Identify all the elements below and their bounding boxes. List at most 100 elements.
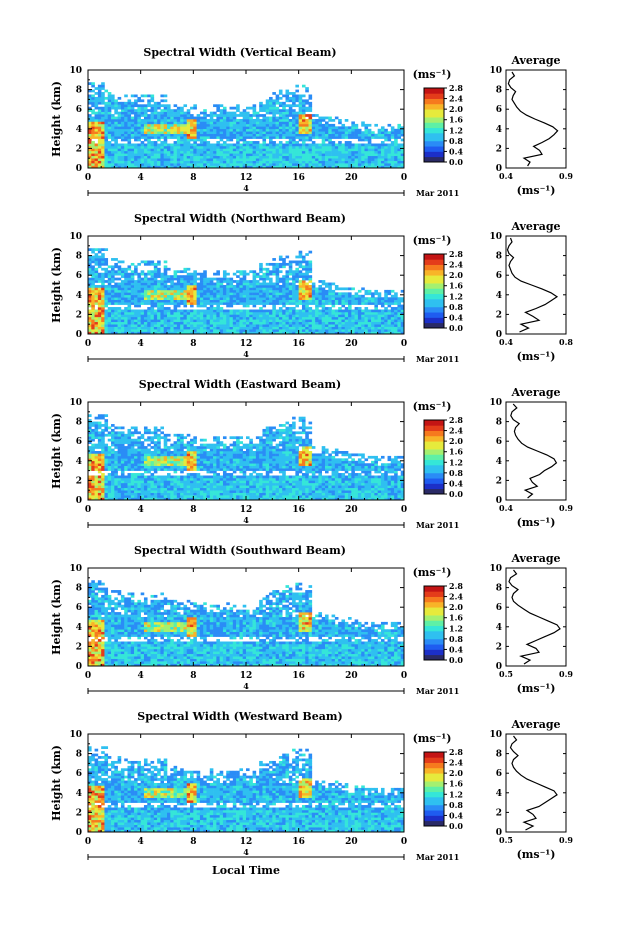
heatmap-cell bbox=[157, 136, 161, 139]
heatmap-cell bbox=[137, 280, 141, 283]
heatmap-cell bbox=[305, 297, 309, 300]
heatmap-cell bbox=[163, 289, 168, 293]
heatmap-cell bbox=[213, 294, 217, 298]
heatmap-cell bbox=[367, 292, 372, 296]
heatmap-cell bbox=[140, 280, 145, 283]
heatmap-cell bbox=[354, 150, 359, 154]
heatmap-cell bbox=[157, 160, 161, 164]
heatmap-cell bbox=[127, 123, 132, 127]
heatmap-cell bbox=[209, 287, 214, 291]
heatmap-cell bbox=[305, 324, 309, 327]
heatmap-cell bbox=[265, 292, 270, 296]
heatmap-cell bbox=[134, 163, 138, 166]
heatmap-cell bbox=[262, 143, 267, 147]
heatmap-cell bbox=[157, 104, 161, 108]
heatmap-cell bbox=[311, 282, 316, 286]
heatmap-cell bbox=[137, 302, 141, 305]
heatmap-cell bbox=[348, 321, 352, 325]
heatmap-cell bbox=[117, 438, 122, 442]
heatmap-cell bbox=[265, 294, 270, 298]
heatmap-cell bbox=[94, 106, 99, 110]
heatmap-cell bbox=[397, 150, 402, 154]
heatmap-cell bbox=[338, 297, 342, 300]
heatmap-cell bbox=[209, 282, 214, 286]
heatmap-cell bbox=[371, 163, 375, 166]
heatmap-cell bbox=[186, 280, 191, 283]
heatmap-cell bbox=[173, 287, 178, 291]
heatmap-cell bbox=[219, 148, 224, 152]
heatmap-cell bbox=[272, 131, 276, 134]
heatmap-cell bbox=[107, 309, 112, 313]
heatmap-cell bbox=[150, 280, 155, 283]
heatmap-cell bbox=[173, 292, 178, 296]
colorbar-frame bbox=[423, 87, 445, 163]
heatmap-cell bbox=[308, 321, 313, 325]
heatmap-cell bbox=[242, 158, 247, 161]
heatmap-cell bbox=[190, 287, 194, 291]
heatmap-cell bbox=[203, 329, 207, 332]
heatmap-cell bbox=[219, 111, 224, 115]
heatmap-cell bbox=[196, 329, 201, 332]
heatmap-cell bbox=[94, 280, 99, 283]
heatmap-cell bbox=[196, 136, 201, 139]
heatmap-cell bbox=[292, 282, 296, 286]
heatmap-cell bbox=[101, 492, 105, 496]
heatmap-cell bbox=[147, 150, 151, 154]
heatmap-cell bbox=[127, 272, 132, 276]
heatmap-cell bbox=[111, 307, 115, 310]
heatmap-cell bbox=[232, 133, 237, 137]
heatmap-cell bbox=[140, 111, 145, 115]
heatmap-cell bbox=[94, 155, 99, 159]
heatmap-cell bbox=[377, 163, 382, 166]
heatmap-cell bbox=[364, 329, 369, 332]
heatmap-cell bbox=[101, 272, 105, 276]
heatmap-cell bbox=[262, 109, 267, 112]
heatmap-cell bbox=[380, 143, 385, 147]
heatmap-cell bbox=[318, 326, 323, 330]
heatmap-cell bbox=[186, 267, 191, 271]
heatmap-cell bbox=[104, 492, 109, 496]
heatmap-cell bbox=[367, 131, 372, 134]
heatmap-cell bbox=[348, 302, 352, 305]
heatmap-cell bbox=[325, 329, 329, 332]
heatmap-cell bbox=[167, 133, 171, 137]
heatmap-cell bbox=[124, 155, 128, 159]
heatmap-cell bbox=[246, 321, 250, 325]
heatmap-cell bbox=[173, 131, 178, 134]
heatmap-cell bbox=[137, 287, 141, 291]
heatmap-cell bbox=[305, 331, 309, 335]
heatmap-cell bbox=[91, 443, 95, 447]
heatmap-cell bbox=[321, 292, 326, 296]
heatmap-cell bbox=[134, 299, 138, 303]
heatmap-cell bbox=[101, 248, 105, 251]
heatmap-cell bbox=[97, 141, 102, 144]
heatmap-cell bbox=[265, 126, 270, 130]
heatmap-cell bbox=[167, 275, 171, 278]
heatmap-cell bbox=[242, 314, 247, 318]
heatmap-cell bbox=[143, 275, 148, 278]
heatmap-cell bbox=[127, 329, 132, 332]
heatmap-cell bbox=[315, 131, 319, 134]
heatmap-cell bbox=[97, 265, 102, 269]
heatmap-cell bbox=[298, 150, 303, 154]
heatmap-cells bbox=[88, 414, 405, 501]
heatmap-cell bbox=[255, 282, 260, 286]
heatmap-cell bbox=[186, 282, 191, 286]
heatmap-cell bbox=[199, 116, 204, 120]
heatmap-cell bbox=[305, 148, 309, 152]
heatmap-cell bbox=[206, 121, 211, 125]
heatmap-cell bbox=[246, 126, 250, 130]
heatmap-cell bbox=[222, 275, 227, 278]
heatmap-cell bbox=[282, 302, 286, 305]
heatmap-cell bbox=[364, 150, 369, 154]
colorbar-tick-label: 0.8 bbox=[449, 136, 463, 146]
heatmap-cell bbox=[265, 128, 270, 132]
heatmap-cell bbox=[88, 160, 92, 164]
heatmap-cell bbox=[328, 155, 332, 159]
heatmap-cell bbox=[216, 145, 220, 149]
heatmap-cell bbox=[219, 319, 224, 323]
heatmap-cell bbox=[315, 319, 319, 323]
heatmap-cell bbox=[127, 321, 132, 325]
heatmap-cell bbox=[387, 143, 392, 147]
heatmap-cell bbox=[91, 119, 95, 122]
